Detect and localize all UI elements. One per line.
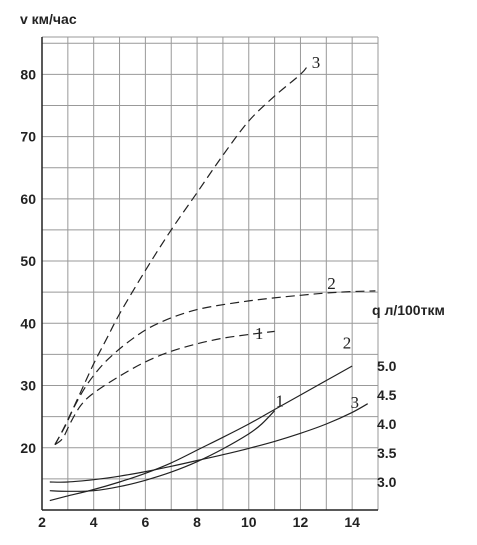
curves [49, 64, 376, 502]
y-tick-label: 20 [20, 440, 36, 456]
y2-tick-label: 3.5 [377, 445, 397, 461]
x-tick-label: 8 [193, 514, 201, 530]
y-axis-title: v км/час [20, 11, 77, 27]
y2-tick-label: 4.5 [377, 387, 397, 403]
y-tick-label: 50 [20, 253, 36, 269]
y-tick-label: 80 [20, 66, 36, 82]
y2-axis-title: q л/100ткм [372, 302, 445, 318]
y-tick-label: 60 [20, 191, 36, 207]
curve-label: 1 [276, 392, 285, 411]
grid [41, 36, 379, 511]
curve-label: 3 [312, 53, 321, 72]
curve-label: 2 [327, 274, 336, 293]
x-tick-label: 6 [141, 514, 149, 530]
speed-curve-2 [54, 290, 376, 445]
y-tick-label: 30 [20, 378, 36, 394]
x-tick-label: 2 [38, 514, 46, 530]
x-tick-label: 4 [90, 514, 98, 530]
y-tick-label: 40 [20, 315, 36, 331]
curve-label: 2 [343, 334, 352, 353]
y2-tick-label: 5.0 [377, 358, 397, 374]
y2-tick-label: 4.0 [377, 416, 397, 432]
y-tick-label: 70 [20, 129, 36, 145]
x-tick-label: 12 [293, 514, 309, 530]
fuel-curve-1 [49, 410, 276, 492]
labels: 3 2 1 2 1 3 [255, 53, 359, 412]
y2-tick-label: 3.0 [377, 474, 397, 490]
curve-label: 1 [255, 324, 264, 343]
x-tick-label: 14 [344, 514, 360, 530]
curve-label: 3 [350, 393, 359, 412]
fuel-curve-2 [49, 365, 353, 502]
x-tick-label: 10 [241, 514, 257, 530]
fuel-curve-3 [49, 403, 368, 483]
speed-curve-3 [54, 64, 309, 445]
